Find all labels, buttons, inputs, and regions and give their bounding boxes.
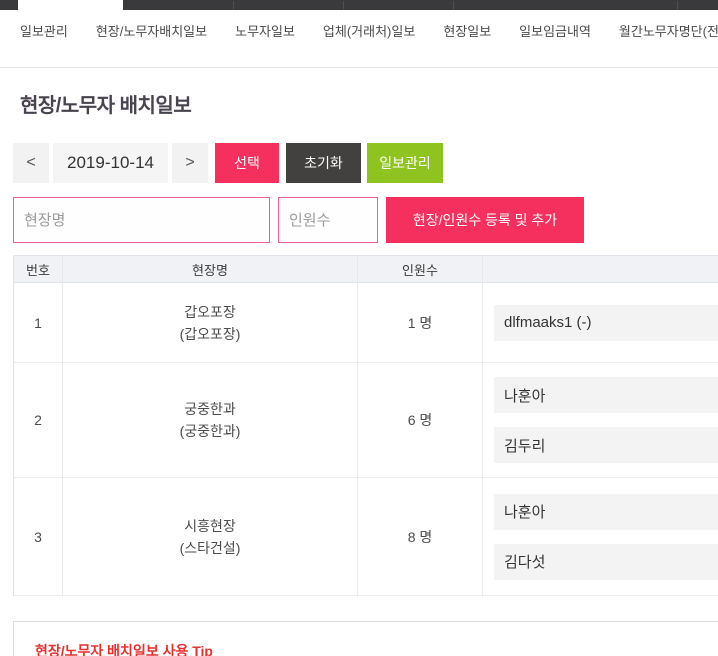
site-name-cell: 갑오포장 (갑오포장) [63,283,358,363]
headcount-input[interactable] [278,197,378,243]
header-site: 현장명 [63,256,358,283]
site-name-input[interactable] [13,197,270,243]
header-count: 인원수 [358,256,483,283]
assignment-table: 번호 현장명 인원수 1 갑오포장 (갑오포장) 1 명 dlfmaaks1 (… [13,255,718,596]
worker-item[interactable]: 나훈아 [494,493,718,530]
prev-date-button[interactable]: < [13,143,49,183]
row-number: 2 [14,363,63,478]
top-navbar: 일보관리 현장/노무자배치일보 노무자일보 업체(거래처)일보 현장일보 일보임… [0,10,718,68]
site-name-cell: 시흥현장 (스타건설) [63,478,358,596]
nav-item-site-report[interactable]: 현장일보 [443,24,492,39]
date-toolbar: < 2019-10-14 > 선택 초기화 일보관리 [13,143,718,183]
select-button[interactable]: 선택 [215,143,279,183]
site-subname: (궁중한과) [179,423,241,439]
site-subname: (갑오포장) [179,325,241,342]
nav-item-vendor-report[interactable]: 업체(거래처)일보 [322,24,416,39]
active-tab[interactable] [18,0,123,10]
worker-item[interactable]: 나훈아 [494,377,718,413]
usage-tip-panel: 현장/노무자 배치일보 사용 Tip [13,621,718,656]
report-manage-button[interactable]: 일보관리 [367,143,443,183]
tab-separator [343,1,344,10]
table-row: 3 시흥현장 (스타건설) 8 명 나훈아 김다섯 [14,478,718,596]
headcount-cell: 8 명 [358,478,483,596]
worker-item[interactable]: dlfmaaks1 (-) [494,304,718,341]
table-header-row: 번호 현장명 인원수 [14,256,718,283]
header-no: 번호 [14,256,63,283]
worker-list-cell: 나훈아 김다섯 [483,478,718,596]
row-number: 1 [14,283,63,363]
nav-item-monthly-roster[interactable]: 월간노무자명단(전체 [618,24,718,39]
tab-separator [453,1,454,10]
browser-tab-strip [0,0,718,10]
site-subname: (스타건설) [179,539,241,556]
reset-button[interactable]: 초기화 [286,143,361,183]
nav-item-site-worker-report[interactable]: 현장/노무자배치일보 [95,24,208,39]
worker-item[interactable]: 김두리 [494,427,718,463]
usage-tip-title: 현장/노무자 배치일보 사용 Tip [35,643,213,656]
site-name: 시흥현장 [184,517,236,534]
table-row: 2 궁중한과 (궁중한과) 6 명 나훈아 김두리 [14,363,718,478]
nav-item-wage-history[interactable]: 일보임금내역 [519,24,591,39]
nav-item-worker-report[interactable]: 노무자일보 [235,24,295,39]
worker-item[interactable]: 김다섯 [494,543,718,580]
date-display[interactable]: 2019-10-14 [53,143,168,183]
nav-item-ilbo-gwanli[interactable]: 일보관리 [20,24,68,39]
site-name-cell: 궁중한과 (궁중한과) [63,363,358,478]
worker-list-cell: dlfmaaks1 (-) [483,283,718,363]
title-section: 현장/노무자 배치일보 [0,68,718,118]
headcount-cell: 1 명 [358,283,483,363]
add-site-form: 현장/인원수 등록 및 추가 [13,197,718,243]
add-site-count-button[interactable]: 현장/인원수 등록 및 추가 [386,197,584,243]
headcount-cell: 6 명 [358,363,483,478]
site-name: 궁중한과 [184,401,236,417]
site-name: 갑오포장 [184,303,236,320]
header-workers [483,256,718,283]
next-date-button[interactable]: > [172,143,208,183]
page-title: 현장/노무자 배치일보 [20,95,192,117]
tab-separator [677,1,678,10]
worker-list-cell: 나훈아 김두리 [483,363,718,478]
row-number: 3 [14,478,63,596]
tab-separator [233,1,234,10]
table-row: 1 갑오포장 (갑오포장) 1 명 dlfmaaks1 (-) [14,283,718,363]
